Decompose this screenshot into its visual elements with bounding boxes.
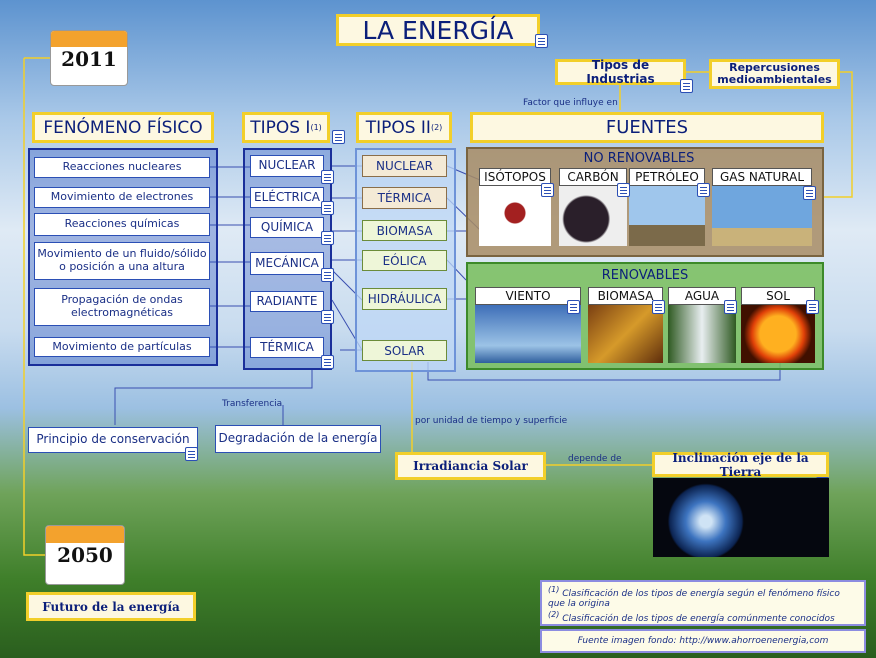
footnote-2: (2) Clasificación de los tipos de energí… <box>548 610 858 624</box>
note-icon[interactable] <box>806 300 819 314</box>
carbon-image <box>559 186 627 246</box>
footnote-1: (1) Clasificación de los tipos de energí… <box>548 585 858 610</box>
tipos2-item[interactable]: HIDRÁULICA <box>362 288 447 310</box>
factor-label: Factor que influye en <box>523 98 618 108</box>
note-icon[interactable] <box>321 355 334 369</box>
fenomeno-item[interactable]: Movimiento de partículas <box>34 337 210 357</box>
header-tipos2-label: TIPOS II <box>365 117 431 138</box>
note-icon[interactable] <box>321 201 334 215</box>
agua-image <box>668 305 736 363</box>
earth-image <box>653 478 829 557</box>
tipos1-item[interactable]: NUCLEAR <box>250 155 324 177</box>
note-icon[interactable] <box>332 130 345 144</box>
repercussions-node[interactable]: Repercusiones medioambientales <box>709 59 840 89</box>
source-isotopos[interactable]: ISÓTOPOS <box>479 168 551 186</box>
no-renovables-title: NO RENOVABLES <box>583 151 695 166</box>
footnote-ref-1: (1) <box>310 123 322 132</box>
source-sol[interactable]: SOL <box>741 287 815 305</box>
footnote-2-mark: (2) <box>548 609 560 619</box>
note-icon[interactable] <box>680 79 693 93</box>
tipos1-item[interactable]: TÉRMICA <box>250 337 324 358</box>
tipos2-item[interactable]: TÉRMICA <box>362 187 447 209</box>
note-icon[interactable] <box>541 183 554 197</box>
note-icon[interactable] <box>185 447 198 461</box>
gas-natural-image <box>712 186 812 246</box>
note-icon[interactable] <box>652 300 665 314</box>
source-carbon[interactable]: CARBÓN <box>559 168 627 186</box>
note-icon[interactable] <box>724 300 737 314</box>
header-tipos2: TIPOS II (2) <box>356 112 452 143</box>
source-gas-natural[interactable]: GAS NATURAL <box>712 168 812 186</box>
header-fuentes: FUENTES <box>470 112 824 143</box>
biomasa-image <box>588 305 663 363</box>
page-title: LA ENERGÍA <box>336 14 540 46</box>
footnote-2-text: Clasificación de los tipos de energía co… <box>562 613 835 624</box>
petroleo-image <box>629 186 705 246</box>
footnotes-box: (1) Clasificación de los tipos de energí… <box>540 580 866 626</box>
tipos1-item[interactable]: RADIANTE <box>250 291 324 312</box>
note-icon[interactable] <box>321 268 334 282</box>
source-credit: Fuente imagen fondo: http://www.ahorroen… <box>540 629 866 653</box>
source-biomasa[interactable]: BIOMASA <box>588 287 663 305</box>
depende-label: depende de <box>568 454 622 464</box>
note-icon[interactable] <box>321 231 334 245</box>
source-petroleo[interactable]: PETRÓLEO <box>629 168 705 186</box>
note-icon[interactable] <box>321 310 334 324</box>
note-icon[interactable] <box>321 170 334 184</box>
fenomeno-item[interactable]: Movimiento de electrones <box>34 187 210 208</box>
future-energy-node[interactable]: Futuro de la energía <box>26 592 196 621</box>
source-viento[interactable]: VIENTO <box>475 287 581 305</box>
inclinacion-node[interactable]: Inclinación eje de la Tierra <box>652 451 829 479</box>
industries-node[interactable]: Tipos de Industrias <box>555 58 686 86</box>
degradation-node[interactable]: Degradación de la energía <box>215 425 381 453</box>
transfer-label: Transferencia <box>222 399 283 409</box>
calendar-2011-icon: 2011 <box>50 30 128 86</box>
irradiancia-node[interactable]: Irradiancia Solar <box>395 452 546 480</box>
fenomeno-item[interactable]: Reacciones químicas <box>34 213 210 236</box>
sol-image <box>741 305 815 363</box>
header-tipos1: TIPOS I (1) <box>242 112 330 143</box>
fenomeno-item[interactable]: Propagación de ondas electromagnéticas <box>34 288 210 326</box>
tipos1-item[interactable]: MECÁNICA <box>250 252 324 275</box>
source-agua[interactable]: AGUA <box>668 287 736 305</box>
calendar-2050-icon: 2050 <box>45 525 125 585</box>
footnote-1-mark: (1) <box>548 585 560 594</box>
footnote-1-text: Clasificación de los tipos de energía se… <box>548 589 840 610</box>
header-tipos1-label: TIPOS I <box>250 117 311 138</box>
renovables-title: RENOVABLES <box>601 268 689 283</box>
isotopos-image <box>479 186 551 246</box>
tipos2-item[interactable]: EÓLICA <box>362 250 447 271</box>
footnote-ref-2: (2) <box>430 123 443 132</box>
note-icon[interactable] <box>697 183 710 197</box>
header-fenomeno: FENÓMENO FÍSICO <box>32 112 214 143</box>
fenomeno-item[interactable]: Reacciones nucleares <box>34 157 210 178</box>
tipos1-item[interactable]: QUÍMICA <box>250 217 324 238</box>
note-icon[interactable] <box>803 186 816 200</box>
note-icon[interactable] <box>535 34 548 48</box>
tipos2-item[interactable]: SOLAR <box>362 340 447 361</box>
conservation-node[interactable]: Principio de conservación <box>28 427 198 453</box>
per-unit-label: por unidad de tiempo y superficie <box>415 416 568 426</box>
tipos2-item[interactable]: BIOMASA <box>362 220 447 241</box>
fenomeno-item[interactable]: Movimiento de un fluido/sólido o posició… <box>34 242 210 280</box>
note-icon[interactable] <box>617 183 630 197</box>
note-icon[interactable] <box>567 300 580 314</box>
tipos2-item[interactable]: NUCLEAR <box>362 155 447 177</box>
viento-image <box>475 305 581 363</box>
tipos1-item[interactable]: ELÉCTRICA <box>250 187 324 208</box>
